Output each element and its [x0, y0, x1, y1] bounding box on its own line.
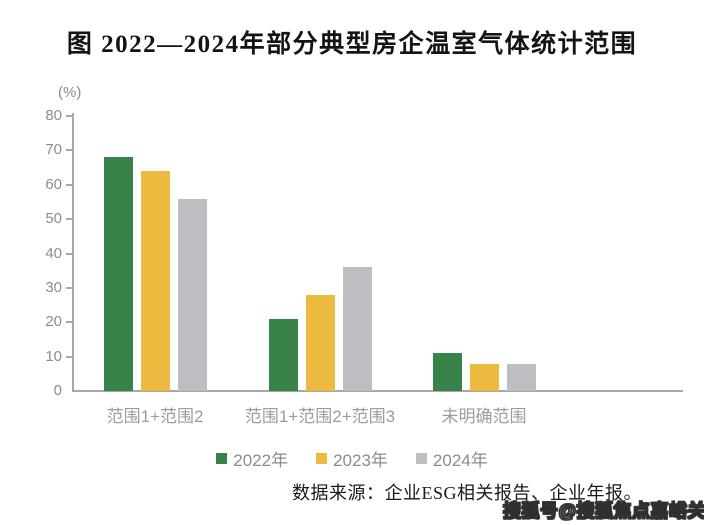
legend-label: 2024年 — [432, 451, 488, 470]
y-axis-tick-label: 80 — [45, 107, 62, 124]
category-label: 未明确范围 — [441, 407, 527, 426]
y-axis-tick-label: 20 — [45, 313, 62, 331]
y-axis-tick-30 — [66, 286, 72, 289]
y-axis-tick-70 — [66, 149, 72, 152]
bar-2023年-范围1+范围2+范围3 — [306, 294, 335, 391]
legend-item-2022年: 2022年 — [216, 446, 288, 471]
legend-label: 2022年 — [233, 451, 289, 470]
bar-2022年-范围1+范围2+范围3 — [269, 318, 298, 391]
legend-swatch-icon — [216, 453, 228, 464]
legend-item-2024年: 2024年 — [415, 446, 488, 471]
y-axis-tick-label: 50 — [45, 210, 62, 228]
y-axis-tick-80 — [66, 115, 72, 117]
bar-2022年-范围1+范围2 — [104, 157, 133, 391]
bar-2024年-范围1+范围2+范围3 — [343, 267, 372, 391]
legend-item-2023年: 2023年 — [316, 446, 388, 471]
bar-2022年-未明确范围 — [433, 353, 462, 391]
y-axis-tick-label: 30 — [45, 278, 62, 296]
y-axis-tick-20 — [66, 321, 72, 324]
y-axis-tick-label: 70 — [45, 141, 62, 159]
data-source-note: 数据来源：企业ESG相关报告、企业年报。 — [292, 483, 643, 503]
y-axis-tick-40 — [66, 252, 72, 255]
y-axis-tick-label: 0 — [53, 382, 62, 399]
y-axis-tick-60 — [66, 183, 72, 186]
legend-label: 2023年 — [333, 451, 388, 470]
y-axis-tick-label: 40 — [45, 244, 62, 262]
chart-legend: 2022年 2023年 2024年 — [0, 446, 704, 471]
y-axis-tick-label: 10 — [45, 347, 62, 365]
y-axis-tick-label: 60 — [45, 175, 62, 193]
bar-2023年-范围1+范围2 — [141, 171, 170, 391]
sohu-watermark: 搜狐号@搜狐焦点嘉峪关站 — [502, 500, 704, 521]
category-label: 范围1+范围2+范围3 — [244, 407, 396, 426]
category-label: 范围1+范围2 — [106, 407, 204, 426]
legend-swatch-icon — [316, 453, 328, 464]
legend-swatch-icon — [415, 453, 427, 464]
y-axis-tick-10 — [66, 355, 72, 358]
bar-2024年-未明确范围 — [507, 363, 536, 391]
chart-title: 图 2022—2024年部分典型房企温室气体统计范围 — [66, 31, 638, 58]
bar-2023年-未明确范围 — [470, 363, 499, 391]
x-axis-line — [72, 390, 683, 392]
y-axis-tick-50 — [66, 218, 72, 221]
y-axis-line — [72, 113, 74, 391]
y-axis-unit-label: (%) — [58, 84, 82, 101]
bar-2024年-范围1+范围2 — [178, 198, 207, 391]
